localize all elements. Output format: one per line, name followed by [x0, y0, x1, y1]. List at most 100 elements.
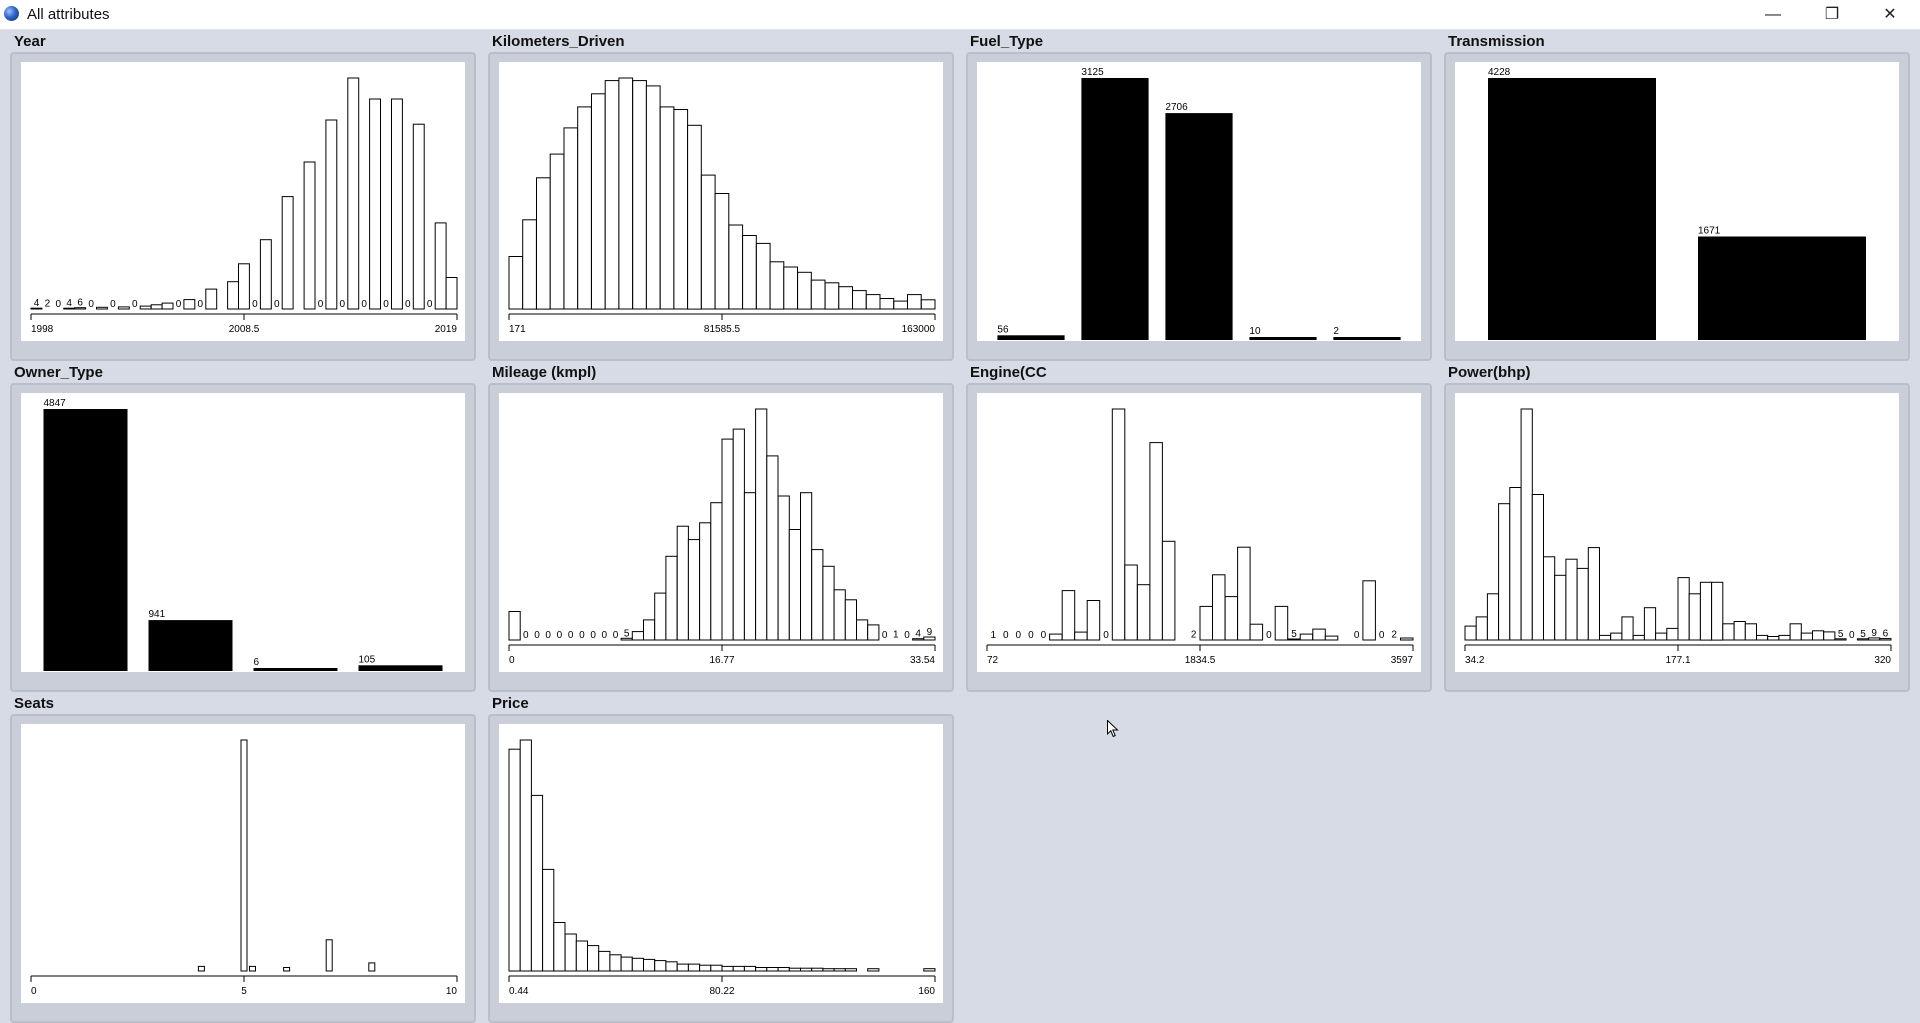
panel-title: Transmission	[1448, 33, 1545, 50]
histogram-bar	[742, 235, 757, 310]
histogram-bar	[844, 968, 857, 972]
x-tick-label: 2008.5	[229, 324, 260, 335]
histogram-bar	[728, 224, 744, 310]
histogram-bar	[549, 153, 565, 310]
panel-title: Kilometers_Driven	[492, 33, 625, 50]
data-label: 0	[568, 630, 574, 641]
panel-price[interactable]: Price 0.44 80.22 160	[488, 695, 954, 1023]
x-tick-label: 163000	[902, 324, 936, 335]
histogram-bar	[665, 961, 678, 972]
data-label: 0	[1028, 630, 1034, 641]
histogram-bar	[1464, 625, 1477, 641]
histogram-bar	[522, 219, 537, 310]
data-label: 0	[1103, 630, 1109, 641]
histogram-bar	[710, 964, 723, 972]
panel-seats[interactable]: Seats 0 5 10	[10, 695, 476, 1023]
histogram-bar	[811, 967, 824, 972]
histogram-bar	[1136, 584, 1151, 641]
histogram-bar	[1299, 633, 1314, 641]
data-label: 0	[1849, 630, 1855, 641]
close-button[interactable]: ✕	[1883, 6, 1897, 23]
histogram-bar	[1249, 623, 1264, 641]
histogram-bar	[797, 271, 812, 310]
histogram-bar	[1237, 546, 1251, 641]
histogram-bar	[563, 127, 579, 310]
data-label: 4228	[1488, 67, 1511, 78]
data-label: 1671	[1698, 226, 1721, 237]
histogram-bar	[676, 963, 689, 972]
histogram-bar	[687, 124, 702, 310]
x-tick-label: 81585.5	[704, 324, 741, 335]
maximize-button[interactable]: ❐	[1824, 6, 1840, 23]
histogram-bar	[1756, 634, 1769, 641]
bar	[997, 335, 1065, 340]
chart-frame: 34.2 177.1 320 5 0 5 9 6	[1444, 383, 1910, 692]
histogram-bar	[1486, 593, 1500, 641]
data-label: 2	[1333, 326, 1339, 337]
chart-frame: 4228 1671	[1444, 52, 1910, 361]
histogram-bar	[1823, 631, 1836, 641]
histogram-bar	[1655, 632, 1668, 641]
histogram-bar	[755, 967, 768, 972]
chart-area: 0 16.77 33.54 0 0 0 0 0 0 0 0 0 5 0 1 0 4 9	[499, 393, 943, 672]
histogram-bar	[800, 492, 813, 641]
chart-area: 171 81585.5 163000	[499, 62, 943, 341]
minimize-button[interactable]: —	[1765, 6, 1781, 23]
x-tick-label: 177.1	[1665, 655, 1690, 666]
histogram-bar	[800, 967, 813, 972]
data-label: 5	[1291, 629, 1297, 640]
histogram-bar	[1543, 556, 1556, 641]
bar	[43, 409, 128, 671]
histogram-bar	[643, 619, 656, 641]
data-label: 9	[1871, 628, 1877, 639]
panel-power-bhp[interactable]: Power(bhp) 34.2 177.1 320 5 0 5 9 6	[1444, 364, 1910, 692]
window-title: All attributes	[27, 6, 110, 23]
histogram-bar	[923, 636, 936, 641]
chart-frame: 0 16.77 33.54 0 0 0 0 0 0 0 0 0 5 0 1 0 4 9	[488, 383, 954, 692]
histogram-bar	[852, 290, 867, 310]
x-tick-label: 10	[446, 986, 458, 997]
panel-kilometers-driven[interactable]: Kilometers_Driven 171 81585.5 163000	[488, 33, 954, 361]
bar	[1698, 236, 1866, 340]
data-label: 0	[904, 630, 910, 641]
histogram-bar	[1362, 580, 1376, 641]
histogram-bar	[369, 98, 382, 310]
panel-transmission[interactable]: Transmission 4228 1671	[1444, 33, 1910, 361]
data-label: 0	[132, 299, 138, 310]
panel-engine-cc[interactable]: Engine(CC 72 1834.5 3597 1 0 0 0 0 0 2 0 5 0 0 2	[966, 364, 1432, 692]
chart-svg-kilometers-driven: 171 81585.5 163000	[508, 77, 936, 335]
histogram-bar	[604, 80, 620, 310]
histogram-bar	[74, 307, 87, 310]
data-label: 0	[176, 299, 182, 310]
histogram-bar	[811, 549, 824, 641]
histogram-bar	[1800, 632, 1813, 641]
data-label: 0	[405, 299, 411, 310]
histogram-bar	[609, 954, 622, 972]
panel-mileage-kmpl[interactable]: Mileage (kmpl) 0 16.77 33.54 0 0 0 0 0 0 0 0 0 5 0 1 0 4 9	[488, 364, 954, 692]
histogram-bar	[1400, 637, 1414, 641]
histogram-bar	[259, 239, 272, 310]
panel-fuel-type[interactable]: Fuel_Type 56 3125 2706 10 2	[966, 33, 1432, 361]
histogram-bar	[197, 965, 205, 972]
histogram-bar	[620, 956, 633, 972]
app-icon	[4, 6, 19, 21]
histogram-bar	[1520, 408, 1533, 641]
data-label: 4	[915, 629, 921, 640]
panel-year[interactable]: Year 1998 2008.5 2019 4 2 0 4 6 0 0 0 0 0 0 0 0 0 0 0 0 0	[10, 33, 476, 361]
bar	[148, 620, 233, 671]
histogram-bar	[755, 408, 768, 641]
bar	[253, 668, 338, 671]
histogram-bar	[508, 256, 524, 310]
histogram-bar	[1061, 590, 1076, 641]
histogram-bar	[721, 438, 734, 641]
panel-title: Owner_Type	[14, 364, 103, 381]
panel-owner-type[interactable]: Owner_Type 4847 941 6 105	[10, 364, 476, 692]
histogram-bar	[1509, 487, 1522, 641]
histogram-bar	[1531, 494, 1545, 641]
histogram-bar	[139, 305, 152, 310]
histogram-bar	[867, 968, 880, 972]
panel-title: Year	[14, 33, 46, 50]
histogram-bar	[1475, 616, 1488, 641]
chart-frame: 4847 941 6 105	[10, 383, 476, 692]
data-label: 0	[361, 299, 367, 310]
